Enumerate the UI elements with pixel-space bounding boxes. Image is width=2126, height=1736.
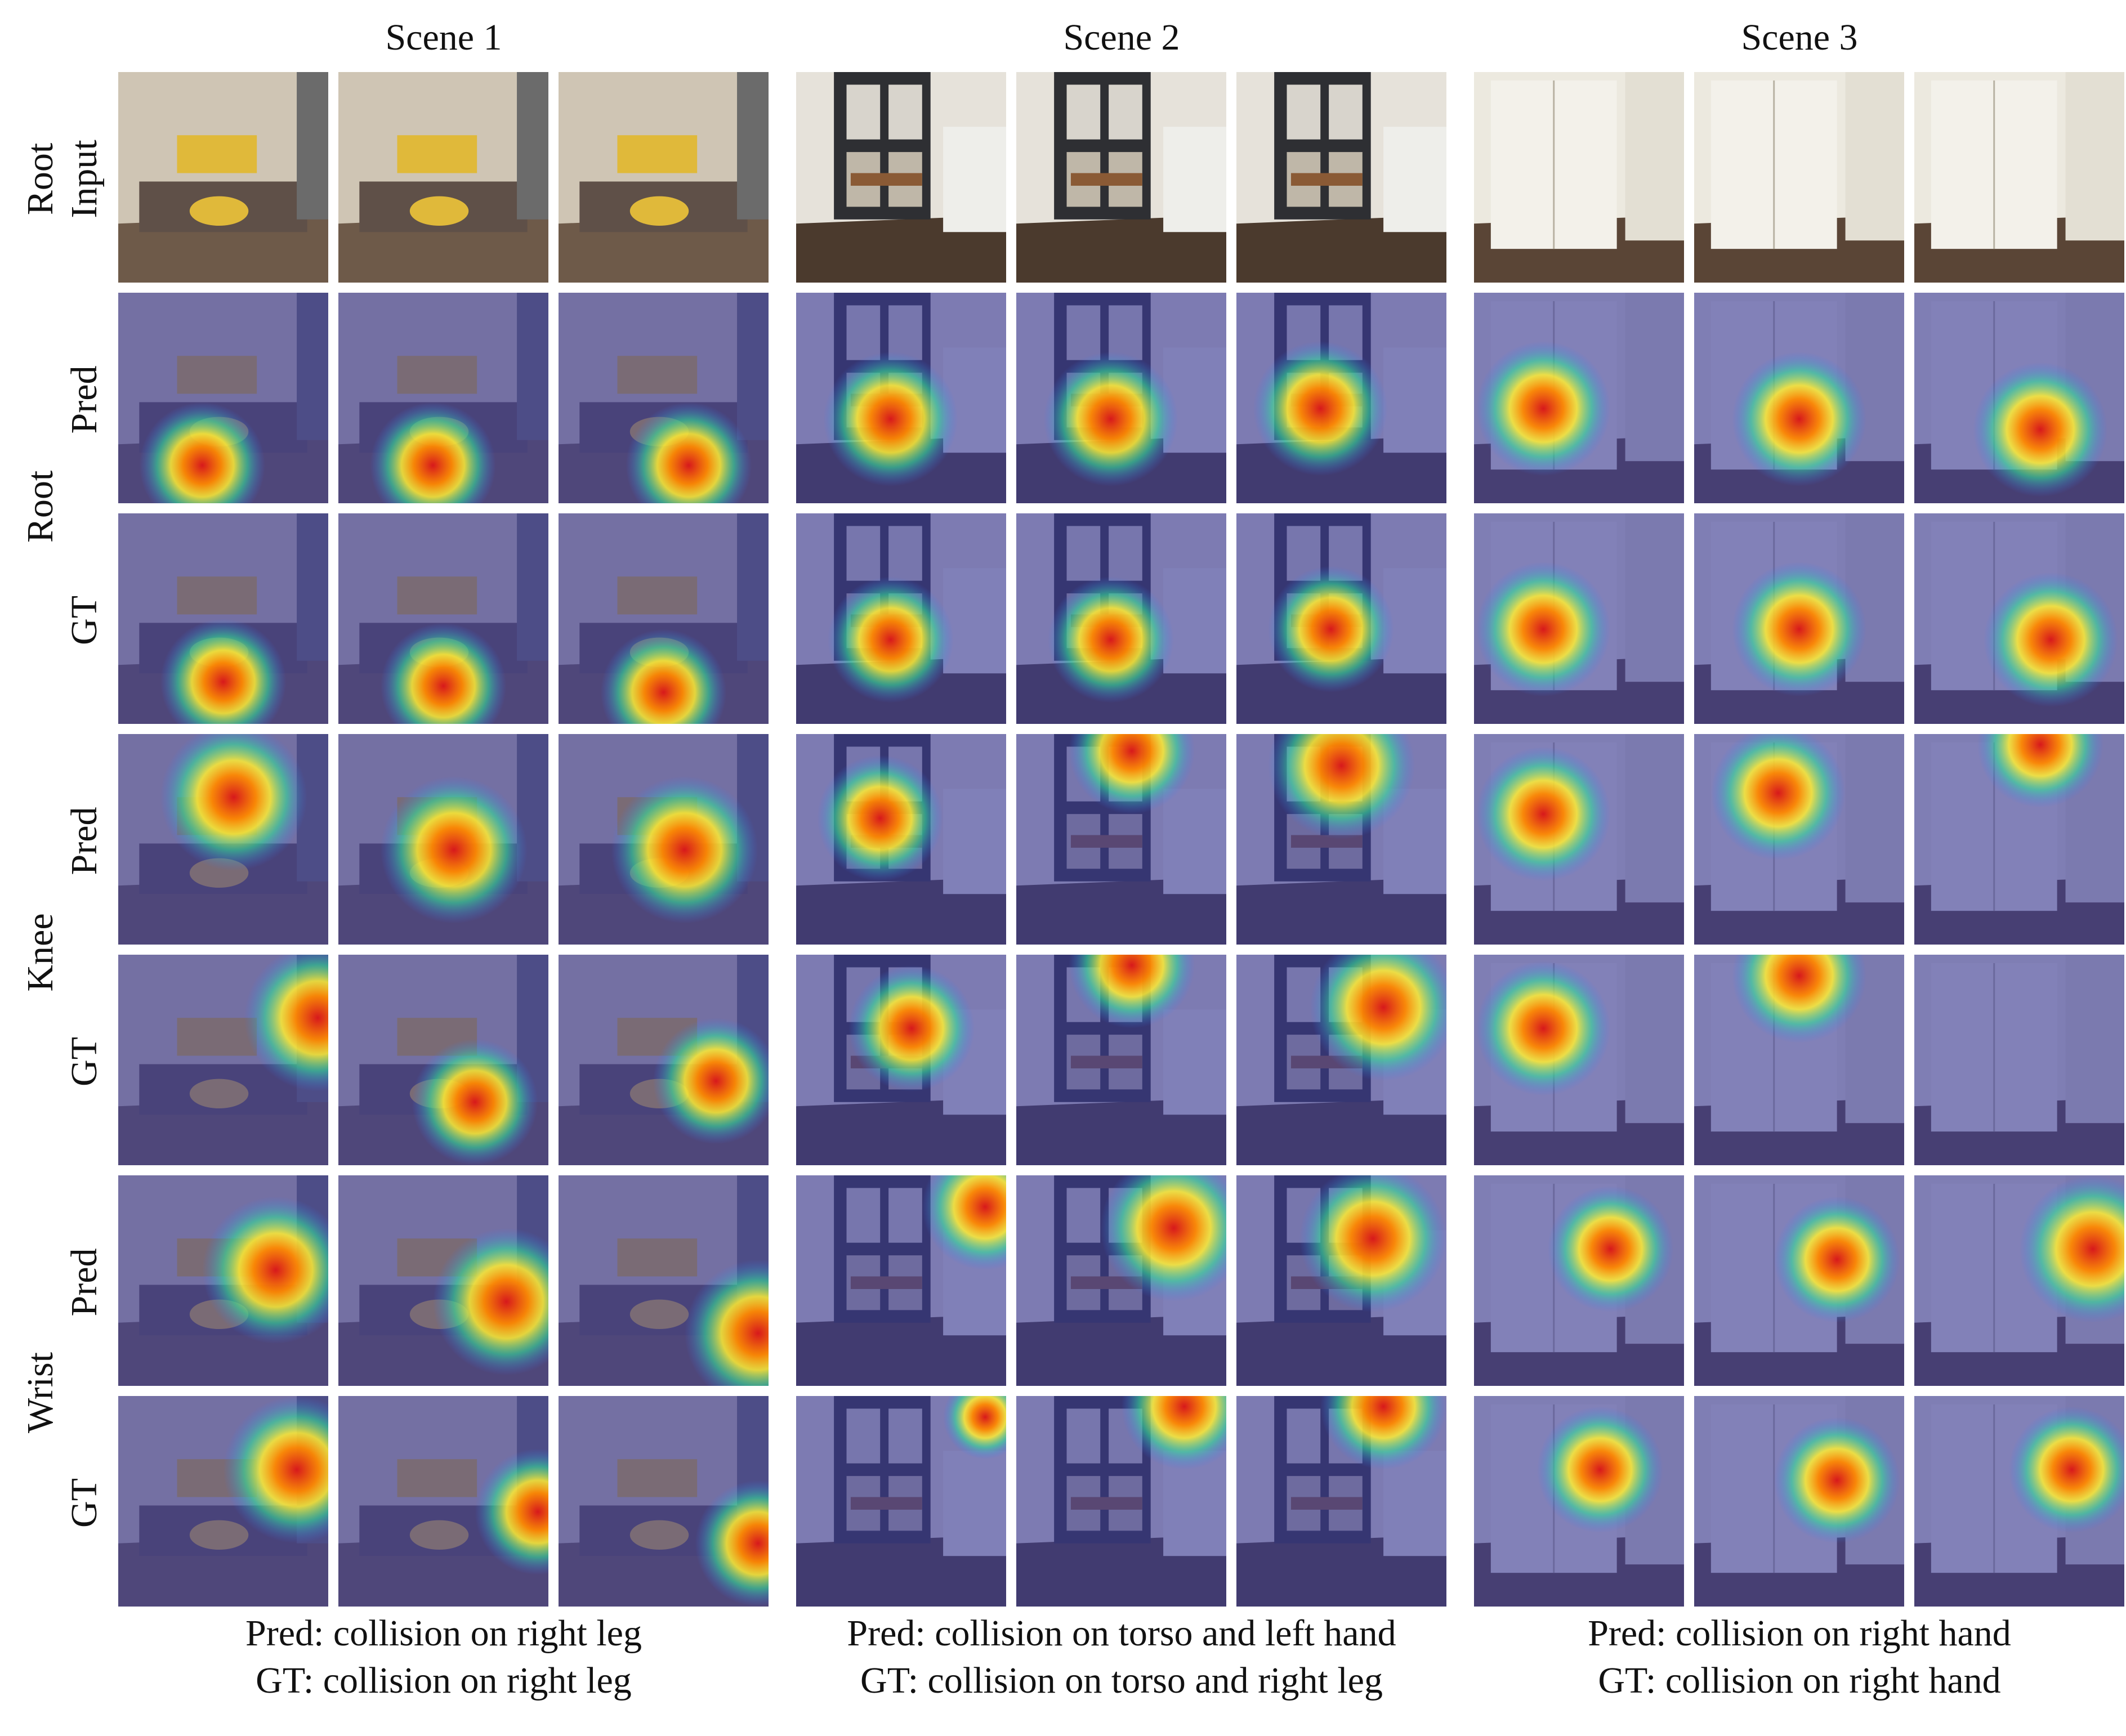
scene-3-root-pred-image-1 xyxy=(1474,293,1684,503)
scene-2-knee-pred-image-2 xyxy=(1016,734,1226,945)
scene-3-wrist-gt-image-1 xyxy=(1474,1396,1684,1607)
scene-3-input-image-3 xyxy=(1914,72,2124,283)
scene-3-pred-caption: Pred: collision on right hand xyxy=(1588,1613,2011,1654)
scene-2-root-gt-image-3 xyxy=(1236,513,1446,724)
scene-1-knee-pred-image-3 xyxy=(559,734,769,945)
scene-3-knee-pred-image-2 xyxy=(1694,734,1904,945)
scene-2-knee-gt-image-2 xyxy=(1016,955,1226,1165)
scene-2-knee-gt-image-3 xyxy=(1236,955,1446,1165)
scene-1-root-pred-image-2 xyxy=(338,293,548,503)
scene-2-input-image-1 xyxy=(796,72,1006,283)
row-label-input: Input xyxy=(64,140,105,218)
scene-3-root-gt-image-3 xyxy=(1914,513,2124,724)
scene-3-root-pred-image-2 xyxy=(1694,293,1904,503)
row-label-knee-gt: GT xyxy=(64,1037,105,1086)
scene-2-title: Scene 2 xyxy=(1063,17,1180,58)
scene-2-wrist-gt-image-2 xyxy=(1016,1396,1226,1607)
scene-1-wrist-gt-image-1 xyxy=(118,1396,328,1607)
scene-2-wrist-gt-image-1 xyxy=(796,1396,1006,1607)
row-label-root-gt: GT xyxy=(64,596,105,645)
scene-3-knee-gt-image-1 xyxy=(1474,955,1684,1165)
scene-1-knee-pred-image-2 xyxy=(338,734,548,945)
scene-2-caption: Pred: collision on torso and left hand G… xyxy=(796,1610,1447,1704)
scene-1-caption: Pred: collision on right leg GT: collisi… xyxy=(118,1610,769,1704)
scene-3-wrist-gt-image-2 xyxy=(1694,1396,1904,1607)
scene-1-knee-gt-image-2 xyxy=(338,955,548,1165)
scene-2-wrist-pred-image-2 xyxy=(1016,1175,1226,1386)
scene-1-knee-gt-image-1 xyxy=(118,955,328,1165)
scene-1-wrist-pred-image-1 xyxy=(118,1175,328,1386)
scene-3-root-gt-image-2 xyxy=(1694,513,1904,724)
scene-2-wrist-pred-image-1 xyxy=(796,1175,1006,1386)
scene-1-input-image-2 xyxy=(338,72,548,283)
scene-2-pred-caption: Pred: collision on torso and left hand xyxy=(847,1613,1396,1654)
scene-2-root-gt-image-1 xyxy=(796,513,1006,724)
scene-1-wrist-pred-image-2 xyxy=(338,1175,548,1386)
scene-3-root-pred-image-3 xyxy=(1914,293,2124,503)
scene-3-knee-pred-image-3 xyxy=(1914,734,2124,945)
scene-3-input-image-2 xyxy=(1694,72,1904,283)
scene-2-input-image-2 xyxy=(1016,72,1226,283)
scene-2-knee-pred-image-3 xyxy=(1236,734,1446,945)
scene-1-root-gt-image-2 xyxy=(338,513,548,724)
scene-2-root-pred-image-2 xyxy=(1016,293,1226,503)
scene-2-root-pred-image-1 xyxy=(796,293,1006,503)
scene-2-input-image-3 xyxy=(1236,72,1446,283)
scene-1-input-image-3 xyxy=(559,72,769,283)
scene-2-knee-pred-image-1 xyxy=(796,734,1006,945)
scene-1-wrist-gt-image-3 xyxy=(559,1396,769,1607)
row-label-wrist-gt: GT xyxy=(64,1478,105,1528)
scene-2-wrist-gt-image-3 xyxy=(1236,1396,1446,1607)
scene-1-wrist-pred-image-3 xyxy=(559,1175,769,1386)
scene-2-root-gt-image-2 xyxy=(1016,513,1226,724)
scene-3-caption: Pred: collision on right hand GT: collis… xyxy=(1474,1610,2125,1704)
scene-3-gt-caption: GT: collision on right hand xyxy=(1598,1660,2001,1701)
scene-1-root-pred-image-3 xyxy=(559,293,769,503)
scene-3-wrist-pred-image-3 xyxy=(1914,1175,2124,1386)
scene-3-wrist-pred-image-1 xyxy=(1474,1175,1684,1386)
scene-1-pred-caption: Pred: collision on right leg xyxy=(245,1613,642,1654)
scene-3-input-image-1 xyxy=(1474,72,1684,283)
scene-1-root-pred-image-1 xyxy=(118,293,328,503)
scene-2-knee-gt-image-1 xyxy=(796,955,1006,1165)
scene-1-knee-pred-image-1 xyxy=(118,734,328,945)
scene-1-input-image-1 xyxy=(118,72,328,283)
scene-1-title: Scene 1 xyxy=(385,17,502,58)
scene-2-root-pred-image-3 xyxy=(1236,293,1446,503)
scene-1-knee-gt-image-3 xyxy=(559,955,769,1165)
row-label-wrist-pred: Pred xyxy=(64,1248,105,1317)
scene-3-knee-gt-image-2 xyxy=(1694,955,1904,1165)
scene-1-root-gt-image-3 xyxy=(559,513,769,724)
scene-3-knee-gt-image-3 xyxy=(1914,955,2124,1165)
row-label-root-pred: Pred xyxy=(64,365,105,434)
scene-1-gt-caption: GT: collision on right leg xyxy=(256,1660,632,1701)
scene-2-wrist-pred-image-3 xyxy=(1236,1175,1446,1386)
row-label-knee-pred: Pred xyxy=(64,807,105,875)
scene-1-wrist-gt-image-2 xyxy=(338,1396,548,1607)
scene-3-knee-pred-image-1 xyxy=(1474,734,1684,945)
scene-3-wrist-gt-image-3 xyxy=(1914,1396,2124,1607)
scene-3-title: Scene 3 xyxy=(1741,17,1858,58)
scene-3-root-gt-image-1 xyxy=(1474,513,1684,724)
scene-1-root-gt-image-1 xyxy=(118,513,328,724)
scene-2-gt-caption: GT: collision on torso and right leg xyxy=(860,1660,1383,1701)
scene-3-wrist-pred-image-2 xyxy=(1694,1175,1904,1386)
